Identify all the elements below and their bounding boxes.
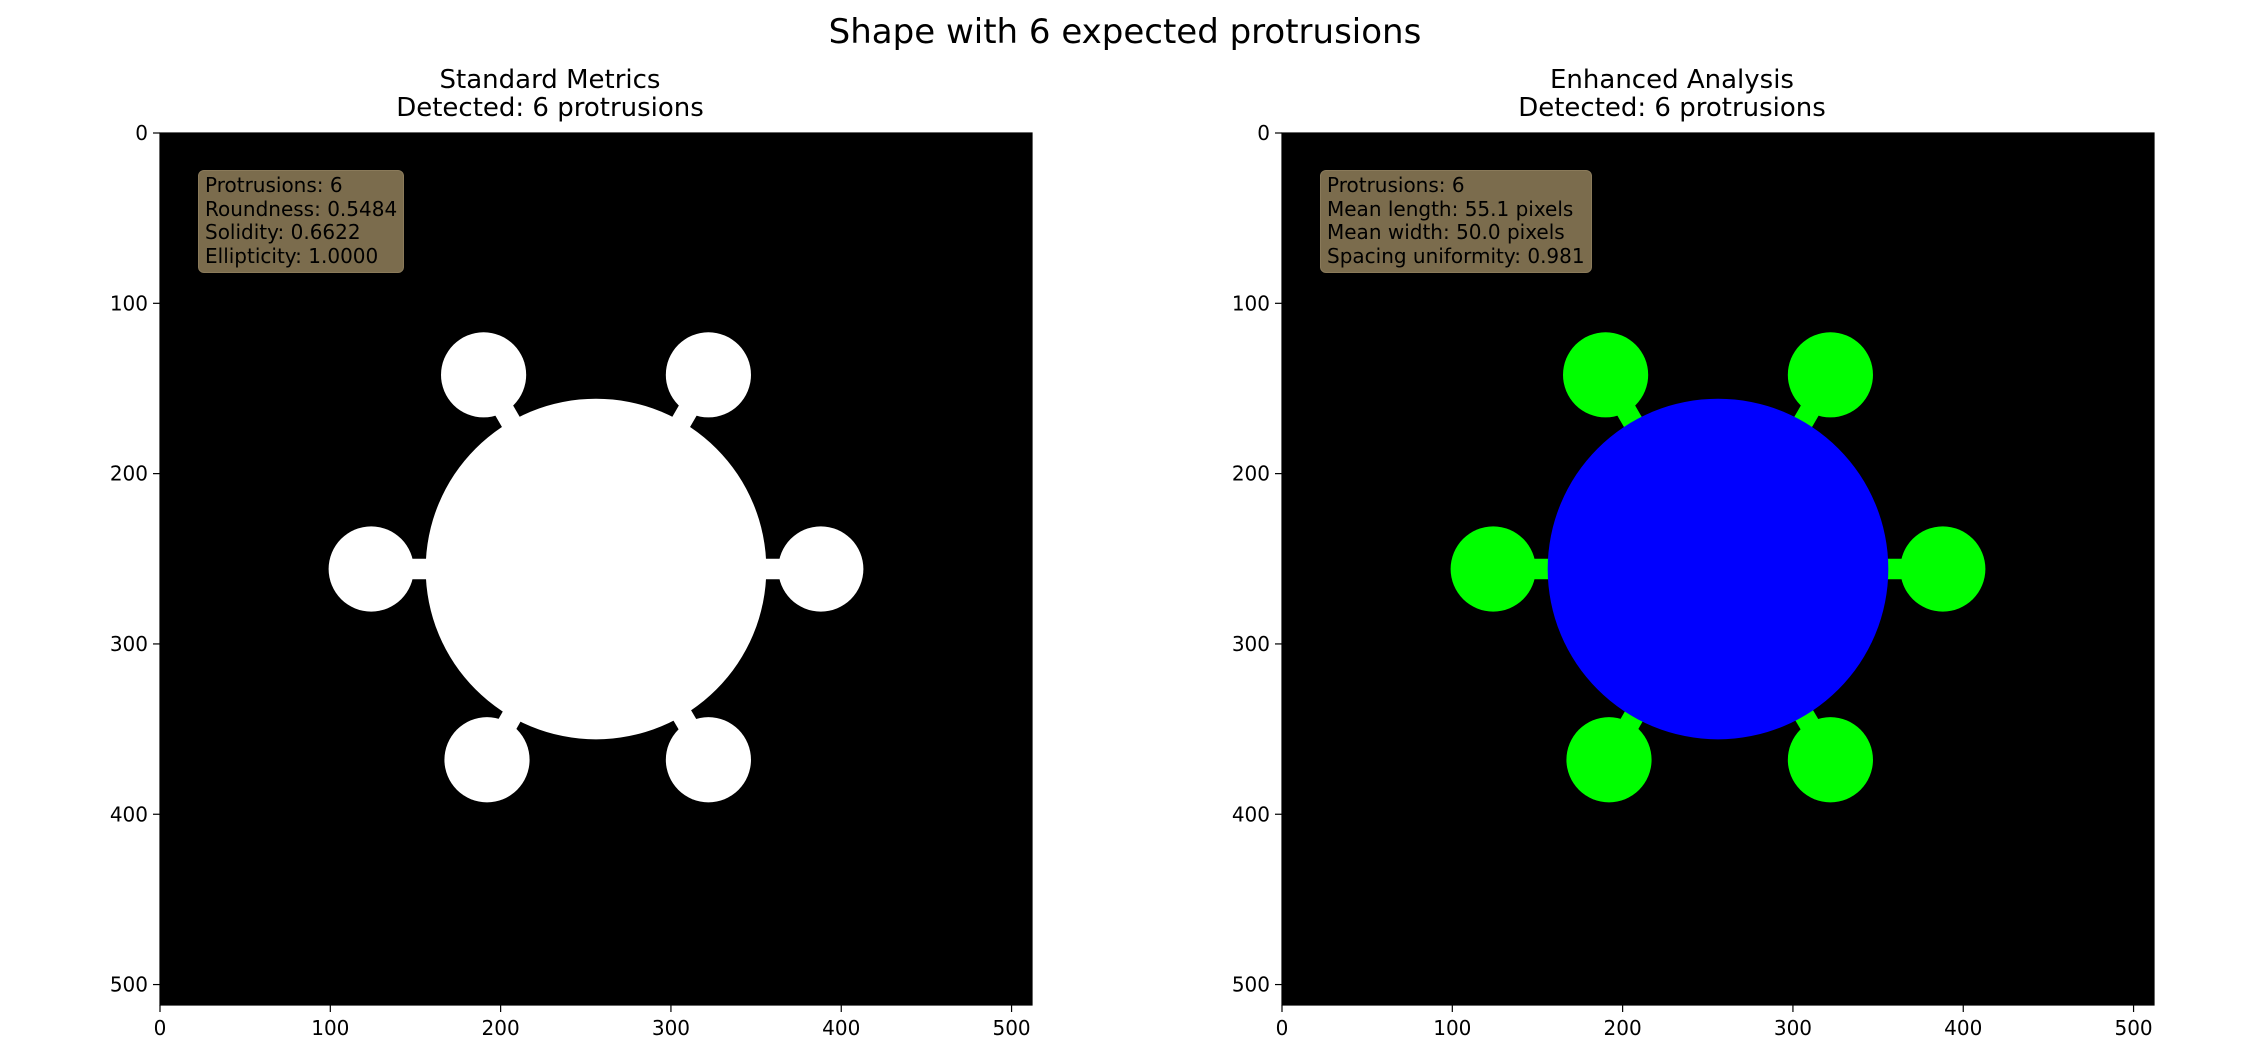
panel-enhanced-analysis: Enhanced Analysis Detected: 6 protrusion… xyxy=(1122,0,2222,1050)
annotation-line: Mean length: 55.1 pixels xyxy=(1327,196,1574,221)
x-tick-label: 100 xyxy=(311,1016,349,1040)
panel-title-line2: Detected: 6 protrusions xyxy=(1518,93,1826,123)
x-tick-label: 100 xyxy=(1433,1016,1471,1040)
y-tick-label: 400 xyxy=(110,802,148,826)
axes-frame xyxy=(1281,132,2155,1006)
protrusion-head xyxy=(441,332,527,418)
x-tick-label: 300 xyxy=(652,1016,690,1040)
x-tick-label: 500 xyxy=(2114,1016,2152,1040)
y-tick-label: 0 xyxy=(135,121,148,145)
shape-layer xyxy=(328,332,864,803)
x-tick-label: 0 xyxy=(154,1016,167,1040)
protrusion-head xyxy=(1563,332,1649,418)
x-tick-label: 500 xyxy=(992,1016,1030,1040)
panel-title: Enhanced Analysis Detected: 6 protrusion… xyxy=(1122,66,2222,122)
protrusion-head xyxy=(1900,526,1986,612)
y-tick-label: 500 xyxy=(110,973,148,997)
y-tick-label: 400 xyxy=(1232,802,1270,826)
protrusion-head xyxy=(444,717,530,803)
panel-title-line2: Detected: 6 protrusions xyxy=(396,93,704,123)
x-tick-label: 400 xyxy=(822,1016,860,1040)
y-tick-label: 100 xyxy=(110,291,148,315)
y-tick-label: 300 xyxy=(110,632,148,656)
protrusion-head xyxy=(1450,526,1536,612)
panel-title-line1: Standard Metrics xyxy=(439,65,661,95)
y-tick-label: 0 xyxy=(1257,121,1270,145)
analysis-annotation-box: Protrusions: 6 Mean length: 55.1 pixels … xyxy=(1320,170,1592,273)
panel-standard-metrics: Standard Metrics Detected: 6 protrusions… xyxy=(0,0,1100,1050)
x-tick-label: 400 xyxy=(1944,1016,1982,1040)
shape-layer xyxy=(1450,332,1986,803)
y-tick-label: 100 xyxy=(1232,291,1270,315)
x-tick-label: 200 xyxy=(482,1016,520,1040)
protrusion-head xyxy=(1787,717,1873,803)
annotation-line: Mean width: 50.0 pixels xyxy=(1327,220,1565,244)
annotation-line: Roundness: 0.5484 xyxy=(205,196,398,221)
figure-title: Shape with 6 expected protrusions xyxy=(828,12,1422,52)
protrusion-head xyxy=(665,717,751,803)
annotation-line: Protrusions: 6 xyxy=(1327,173,1465,197)
annotation-line: Spacing uniformity: 0.981 xyxy=(1327,243,1585,268)
annotation-line: Protrusions: 6 xyxy=(205,173,343,197)
protrusion-head xyxy=(778,526,864,612)
protrusion-head xyxy=(1566,717,1652,803)
main-body-circle xyxy=(425,398,767,740)
metrics-annotation-box: Protrusions: 6 Roundness: 0.5484 Solidit… xyxy=(198,170,405,273)
protrusion-head xyxy=(665,332,751,418)
x-tick-label: 200 xyxy=(1604,1016,1642,1040)
y-tick-label: 500 xyxy=(1232,973,1270,997)
protrusion-head xyxy=(328,526,414,612)
x-tick-label: 0 xyxy=(1276,1016,1289,1040)
axes-frame xyxy=(159,132,1033,1006)
annotation-line: Ellipticity: 1.0000 xyxy=(205,243,379,268)
main-body-circle xyxy=(1547,398,1889,740)
panel-title-line1: Enhanced Analysis xyxy=(1550,65,1794,95)
y-tick-label: 200 xyxy=(110,462,148,486)
x-tick-label: 300 xyxy=(1774,1016,1812,1040)
panel-title: Standard Metrics Detected: 6 protrusions xyxy=(0,66,1100,122)
y-tick-label: 300 xyxy=(1232,632,1270,656)
protrusion-head xyxy=(1787,332,1873,418)
y-tick-label: 200 xyxy=(1232,462,1270,486)
annotation-line: Solidity: 0.6622 xyxy=(205,220,361,244)
